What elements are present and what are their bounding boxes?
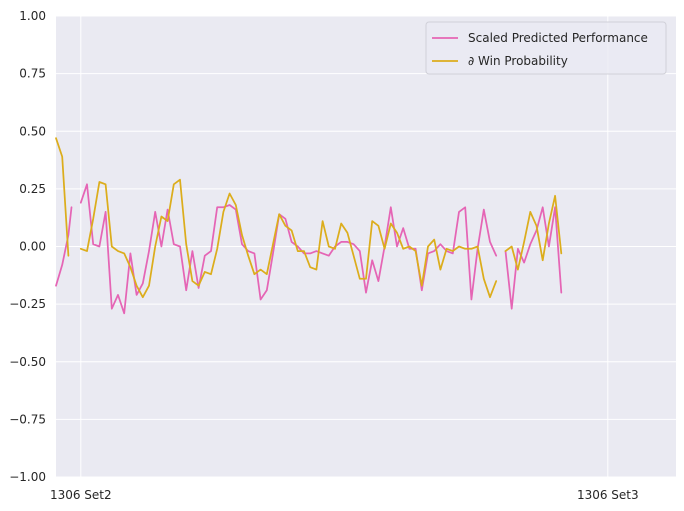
- y-tick-label: −0.25: [9, 297, 46, 311]
- legend-entry: Scaled Predicted Performance: [468, 31, 648, 45]
- series-lines: [55, 137, 563, 315]
- y-tick-label: 0.00: [19, 240, 46, 254]
- y-tick-label: 0.75: [19, 67, 46, 81]
- series-line-1: [55, 206, 73, 287]
- y-tick-label: 1.00: [19, 9, 46, 23]
- y-tick-label: 0.50: [19, 124, 46, 138]
- x-tick-label: 1306 Set2: [50, 488, 112, 502]
- y-tick-label: −1.00: [9, 470, 46, 484]
- legend: Scaled Predicted Performance ∂ Win Probab…: [425, 21, 667, 75]
- series-line-2: [79, 178, 498, 299]
- series-line-1: [504, 206, 563, 310]
- x-tick-label: 1306 Set3: [577, 488, 639, 502]
- series-line-1: [79, 183, 498, 315]
- grid-lines: [56, 15, 676, 478]
- y-tick-label: −0.50: [9, 355, 46, 369]
- series-line-2: [504, 194, 563, 271]
- y-tick-label: −0.75: [9, 412, 46, 426]
- legend-entry: ∂ Win Probability: [468, 54, 568, 68]
- y-tick-label: 0.25: [19, 182, 46, 196]
- y-axis-ticks: −1.00 −0.75 −0.50 −0.25 0.00 0.25 0.50 0.75 1.00: [9, 9, 46, 484]
- x-axis-ticks: 1306 Set2 1306 Set3: [50, 488, 639, 502]
- legend-box: [425, 21, 667, 75]
- series-line-2: [55, 137, 70, 257]
